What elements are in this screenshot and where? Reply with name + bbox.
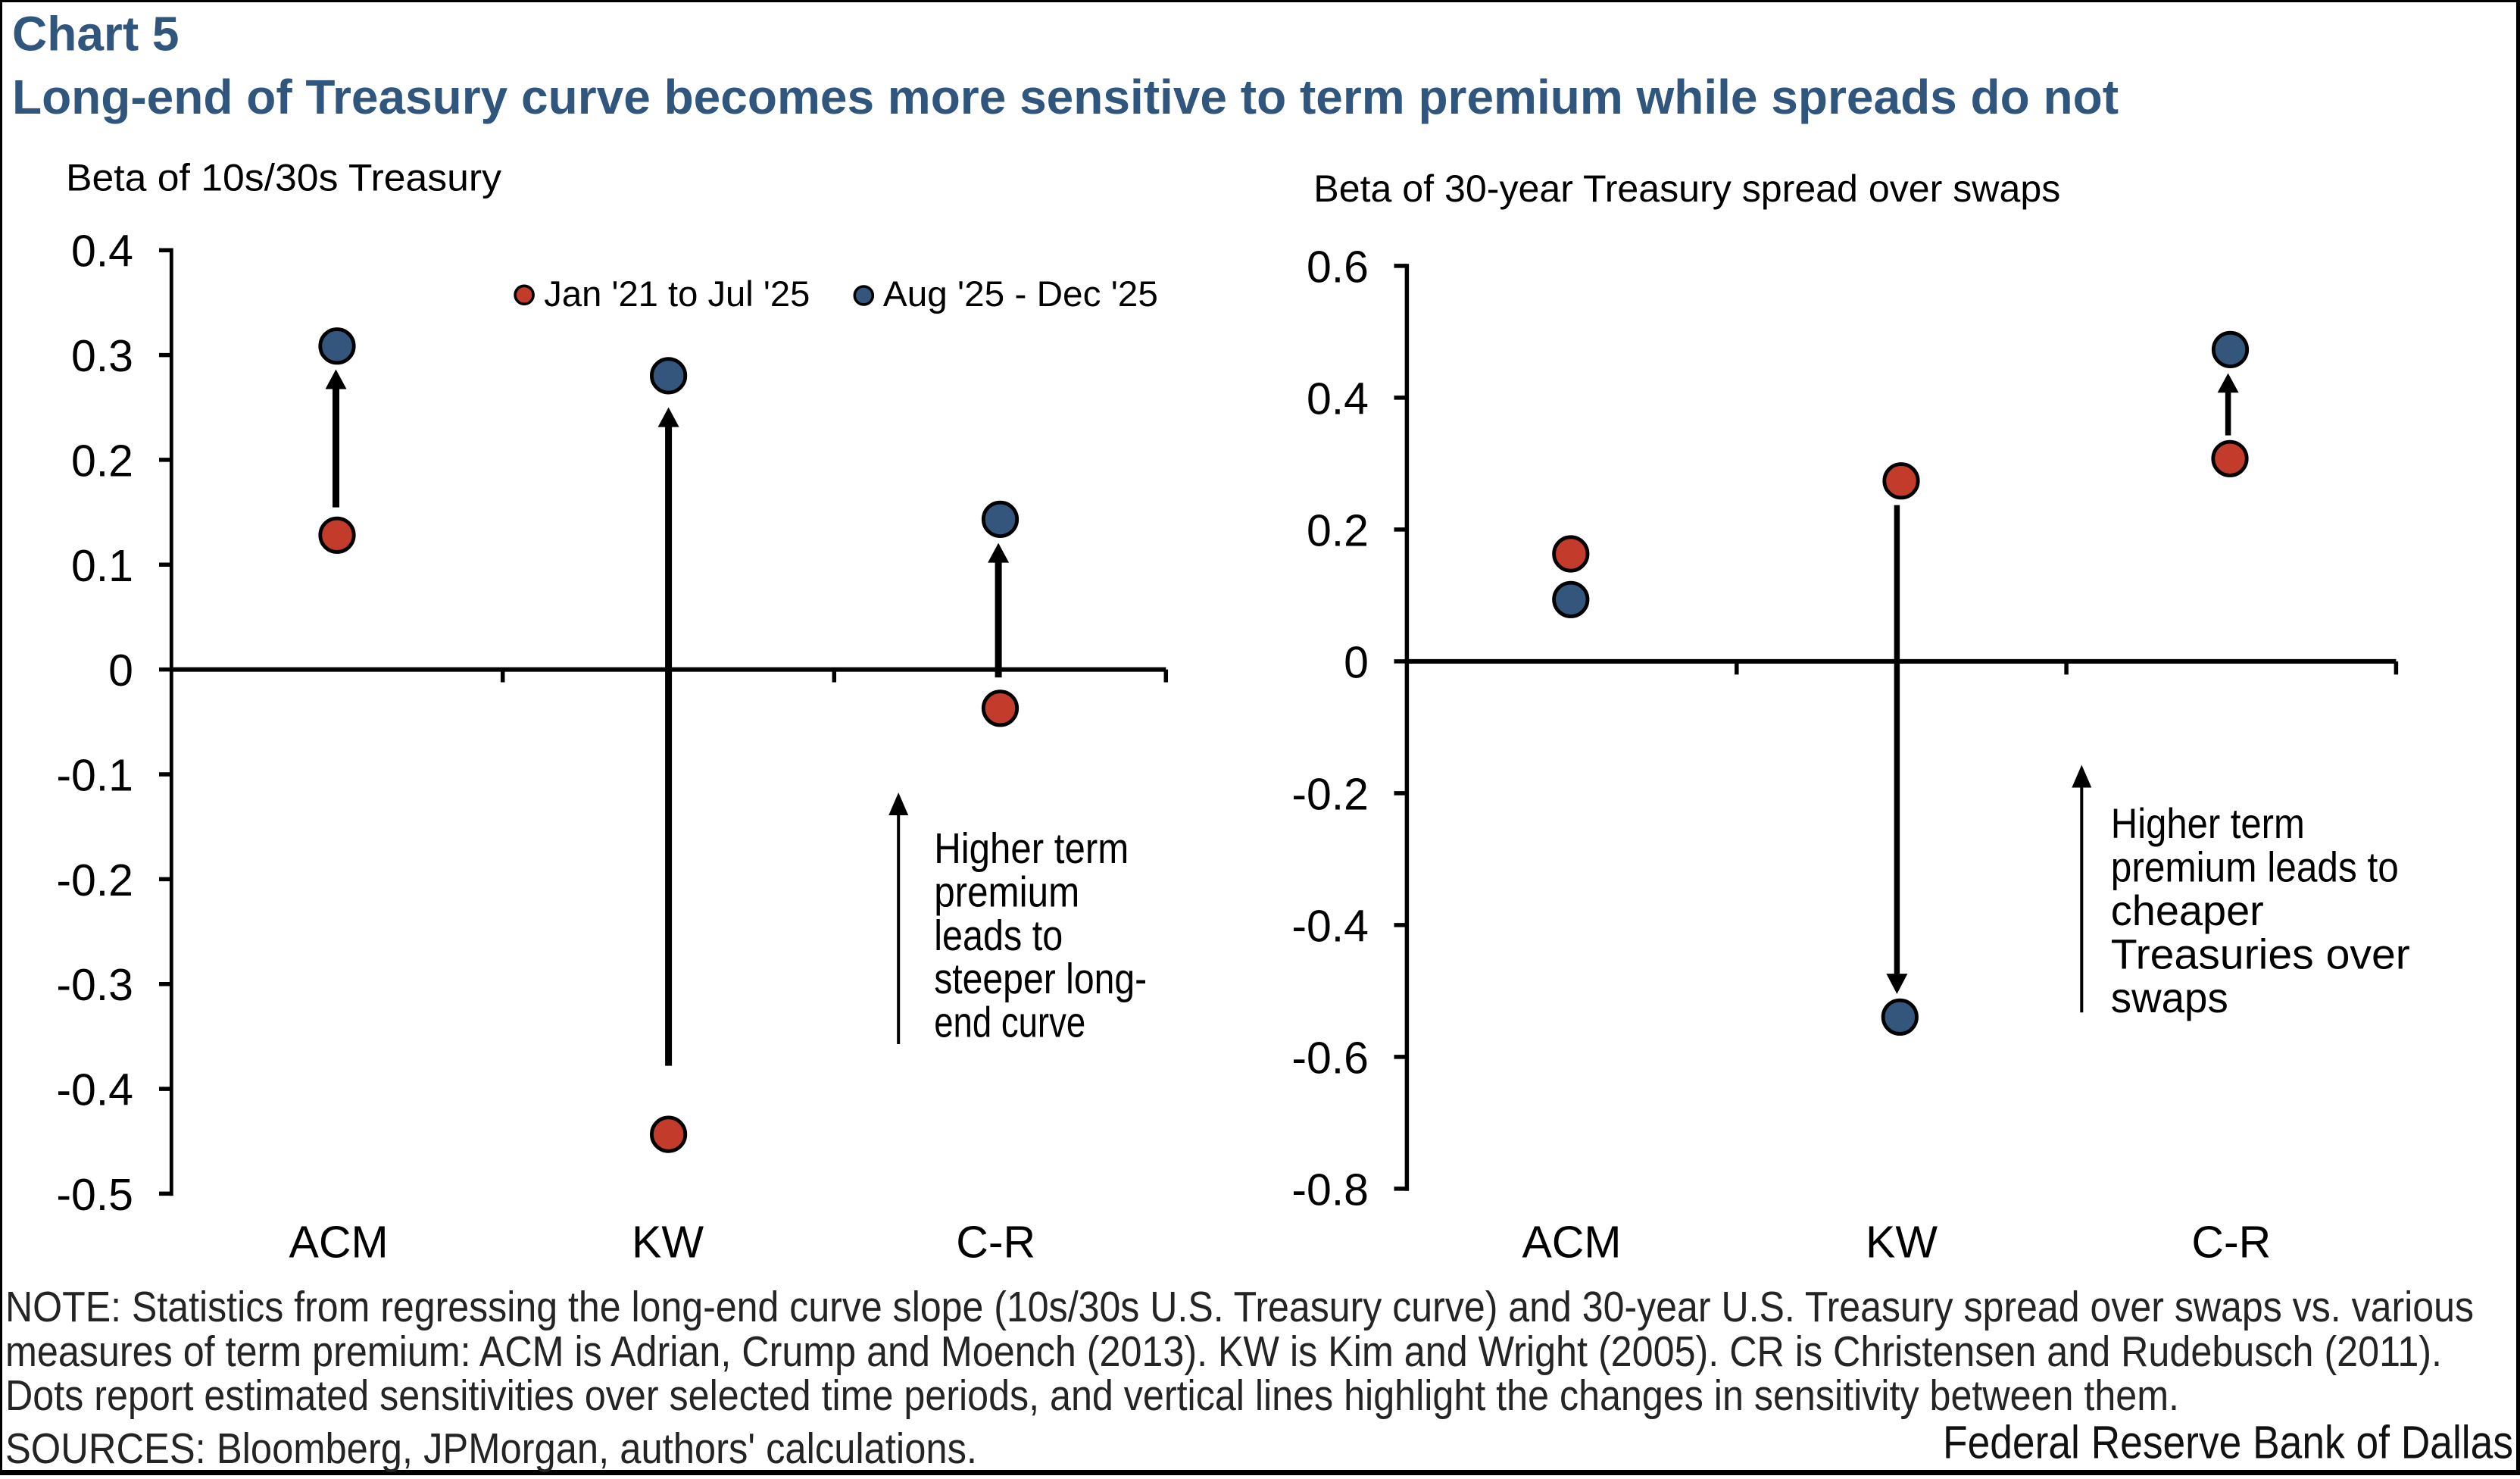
svg-text:KW: KW (632, 1217, 704, 1267)
svg-text:Jan '21 to Jul '25: Jan '21 to Jul '25 (544, 274, 810, 314)
svg-text:swaps: swaps (2111, 974, 2228, 1021)
svg-text:measures of term premium: ACM: measures of term premium: ACM is Adrian,… (5, 1327, 2442, 1376)
svg-text:C-R: C-R (956, 1217, 1035, 1267)
svg-text:0: 0 (108, 646, 133, 696)
svg-text:Long-end of Treasury curve bec: Long-end of Treasury curve becomes more … (12, 70, 2119, 124)
svg-text:-0.2: -0.2 (56, 855, 133, 905)
svg-text:-0.1: -0.1 (56, 751, 133, 801)
svg-text:0.1: 0.1 (71, 541, 133, 591)
svg-text:-0.8: -0.8 (1291, 1165, 1369, 1215)
svg-text:steeper long-: steeper long- (934, 955, 1147, 1003)
svg-text:0.4: 0.4 (1307, 374, 1369, 424)
svg-text:0: 0 (1344, 637, 1369, 687)
svg-text:KW: KW (1866, 1217, 1938, 1267)
svg-text:0.4: 0.4 (71, 227, 133, 277)
svg-text:C-R: C-R (2191, 1217, 2271, 1267)
svg-text:-0.4: -0.4 (56, 1065, 133, 1115)
svg-text:end curve: end curve (934, 999, 1085, 1047)
svg-text:Dots report estimated sensitiv: Dots report estimated sensitivities over… (5, 1371, 2179, 1420)
svg-text:Beta of 30-year Treasury sprea: Beta of 30-year Treasury spread over swa… (1313, 167, 2060, 210)
svg-text:Higher term: Higher term (2111, 799, 2305, 847)
svg-text:0.2: 0.2 (71, 436, 133, 486)
svg-text:Beta of 10s/30s Treasury: Beta of 10s/30s Treasury (66, 156, 501, 199)
svg-text:-0.6: -0.6 (1291, 1033, 1369, 1083)
svg-text:-0.3: -0.3 (56, 960, 133, 1010)
svg-text:0.6: 0.6 (1307, 242, 1369, 292)
svg-text:leads to: leads to (934, 911, 1063, 960)
svg-text:cheaper: cheaper (2111, 886, 2264, 934)
svg-text:ACM: ACM (289, 1217, 389, 1267)
svg-text:Aug '25 - Dec '25: Aug '25 - Dec '25 (883, 274, 1158, 314)
svg-text:-0.4: -0.4 (1291, 901, 1369, 951)
svg-text:Treasuries over: Treasuries over (2111, 930, 2410, 977)
svg-text:SOURCES: Bloomberg, JPMorgan,: SOURCES: Bloomberg, JPMorgan, authors' c… (5, 1424, 977, 1473)
svg-text:Federal Reserve Bank of Dallas: Federal Reserve Bank of Dallas (1943, 1416, 2513, 1468)
svg-text:Higher term: Higher term (934, 824, 1129, 873)
svg-text:-0.5: -0.5 (56, 1170, 133, 1220)
svg-text:ACM: ACM (1522, 1217, 1621, 1267)
svg-text:premium: premium (934, 868, 1079, 916)
svg-text:0.3: 0.3 (71, 331, 133, 381)
svg-text:-0.2: -0.2 (1291, 769, 1369, 819)
svg-text:premium leads to: premium leads to (2111, 843, 2399, 890)
svg-text:0.2: 0.2 (1307, 505, 1369, 555)
svg-text:NOTE: Statistics from regressi: NOTE: Statistics from regressing the lon… (5, 1283, 2474, 1331)
svg-text:Chart 5: Chart 5 (12, 6, 180, 61)
